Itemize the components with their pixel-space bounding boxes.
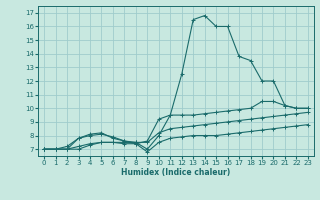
- X-axis label: Humidex (Indice chaleur): Humidex (Indice chaleur): [121, 168, 231, 177]
